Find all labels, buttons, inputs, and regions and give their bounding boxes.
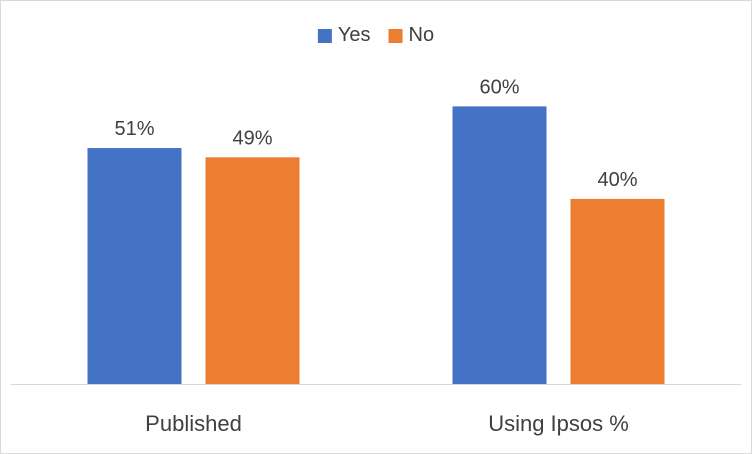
bars-group xyxy=(87,106,665,385)
chart-legend: Yes No xyxy=(317,24,435,46)
data-label-using-ipsos-yes: 60% xyxy=(479,76,519,98)
category-label-published: Published xyxy=(145,411,242,436)
legend-item-no: No xyxy=(388,24,435,46)
bar-published-no xyxy=(205,157,300,384)
legend-label-yes: Yes xyxy=(338,24,371,46)
legend-swatch-yes xyxy=(317,29,332,43)
data-label-published-no: 49% xyxy=(232,127,272,149)
data-label-published-yes: 51% xyxy=(114,118,154,140)
bar-using-ipsos-yes xyxy=(452,106,547,385)
x-axis: Published Using Ipsos % xyxy=(11,384,741,436)
bar-using-ipsos-no xyxy=(570,198,665,384)
legend-swatch-no xyxy=(388,29,403,43)
legend-item-yes: Yes xyxy=(317,24,371,46)
data-labels-group: 51% 49% 60% 40% xyxy=(114,76,637,191)
category-label-using-ipsos: Using Ipsos % xyxy=(488,411,629,436)
data-label-using-ipsos-no: 40% xyxy=(597,169,637,191)
bar-published-yes xyxy=(87,148,182,384)
legend-label-no: No xyxy=(409,24,435,46)
